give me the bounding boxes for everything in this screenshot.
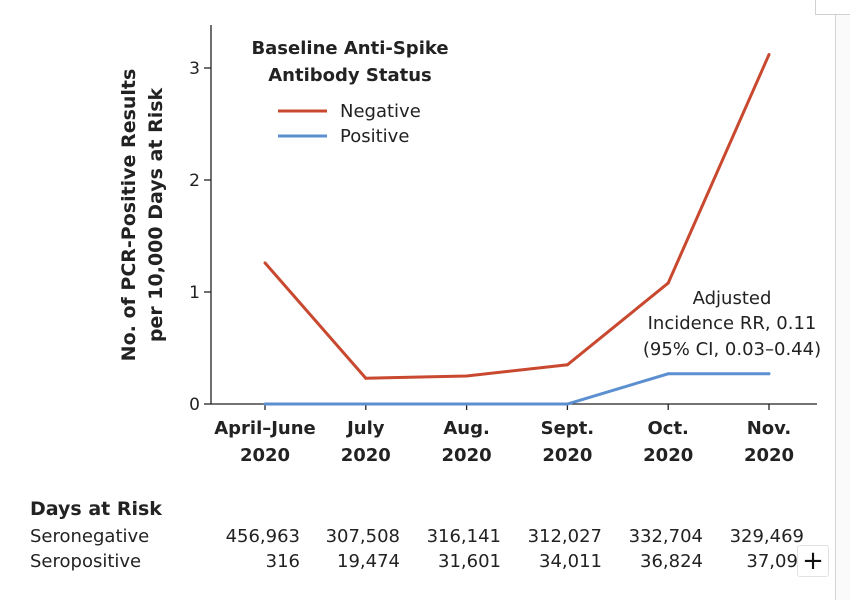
x-tick-label: April–June (214, 418, 316, 439)
y-axis-label-line2: per 10,000 Days at Risk (145, 87, 167, 342)
series-line-positive (265, 372, 769, 406)
risk-row-label-seropositive: Seropositive (30, 551, 141, 572)
x-tick-label: Sept. (541, 418, 595, 439)
data-point-negative (364, 376, 368, 380)
y-tick-label: 3 (189, 59, 200, 79)
risk-value-seropositive: 316 (266, 551, 300, 572)
data-point-negative (666, 281, 670, 285)
series-line-negative (263, 53, 771, 380)
annotation-line3: (95% CI, 0.03–0.44) (643, 339, 821, 360)
line-chart: No. of PCR-Positive Results per 10,000 D… (30, 25, 821, 572)
annotation-line1: Adjusted (693, 288, 772, 309)
risk-value-seronegative: 316,141 (427, 526, 501, 547)
legend-label-negative: Negative (340, 101, 421, 122)
data-point-positive (666, 372, 670, 376)
y-axis-label-line1: No. of PCR-Positive Results (118, 69, 140, 362)
data-point-negative (565, 363, 569, 367)
panel-edge (835, 0, 850, 600)
y-tick-label: 2 (189, 171, 200, 191)
data-point-positive (767, 372, 771, 376)
x-tick-label-year: 2020 (744, 445, 794, 466)
risk-value-seropositive: 36,824 (640, 551, 703, 572)
x-tick-label-year: 2020 (442, 445, 492, 466)
corner-tab (815, 0, 850, 15)
data-point-positive (263, 402, 267, 406)
data-point-positive (465, 402, 469, 406)
risk-table-title: Days at Risk (30, 498, 162, 520)
y-tick-label: 1 (189, 283, 200, 303)
x-tick-label-year: 2020 (240, 445, 290, 466)
risk-value-seropositive: 37,09: (746, 551, 804, 572)
x-tick-label: Aug. (443, 418, 489, 439)
risk-value-seronegative: 456,963 (226, 526, 300, 547)
plus-icon: + (802, 546, 824, 576)
data-point-negative (465, 374, 469, 378)
risk-value-seropositive: 34,011 (539, 551, 602, 572)
x-tick-label-year: 2020 (341, 445, 391, 466)
data-point-negative (767, 53, 771, 57)
legend-label-positive: Positive (340, 126, 409, 147)
x-tick-label-year: 2020 (643, 445, 693, 466)
data-point-positive (565, 402, 569, 406)
risk-row-label-seronegative: Seronegative (30, 526, 149, 547)
data-point-negative (263, 261, 267, 265)
risk-value-seronegative: 332,704 (629, 526, 703, 547)
data-point-positive (364, 402, 368, 406)
risk-value-seropositive: 19,474 (337, 551, 400, 572)
x-tick-label: July (345, 418, 385, 439)
risk-value-seronegative: 307,508 (326, 526, 400, 547)
x-tick-label: Nov. (747, 418, 792, 439)
zoom-in-button[interactable]: + (797, 545, 829, 577)
x-tick-label-year: 2020 (542, 445, 592, 466)
legend-title-line1: Baseline Anti-Spike (251, 38, 448, 59)
risk-value-seronegative: 312,027 (528, 526, 602, 547)
x-tick-label: Oct. (647, 418, 688, 439)
risk-value-seropositive: 31,601 (438, 551, 501, 572)
annotation-line2: Incidence RR, 0.11 (648, 313, 817, 334)
y-tick-label: 0 (189, 395, 200, 415)
legend-title-line2: Antibody Status (268, 65, 432, 86)
risk-value-seronegative: 329,469 (730, 526, 804, 547)
